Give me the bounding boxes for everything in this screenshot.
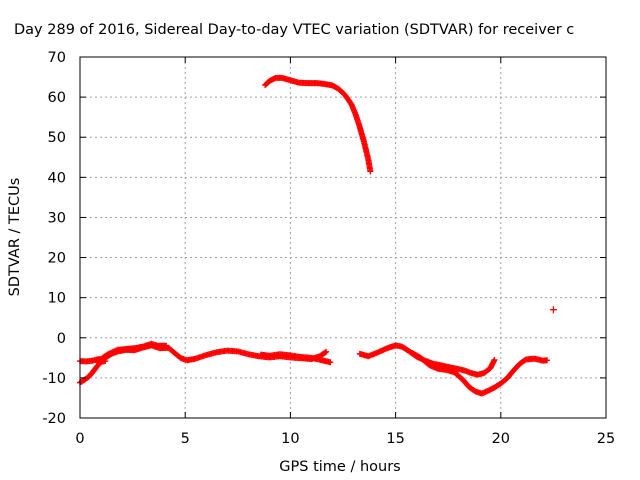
- data-point-low-b: [323, 348, 330, 355]
- x-tick-label: 20: [492, 431, 510, 447]
- x-axis-label: GPS time / hours: [279, 459, 400, 475]
- x-tick-label: 5: [181, 431, 190, 447]
- axis-ticks: [79, 56, 607, 419]
- x-tick-label: 0: [75, 431, 84, 447]
- data-point-low-e: [491, 356, 498, 363]
- y-tick-label: 60: [48, 90, 66, 106]
- y-tick-label: 20: [48, 251, 66, 267]
- data-point-low-d: [327, 359, 334, 366]
- data-point-low-c: [163, 342, 170, 349]
- chart-title: Day 289 of 2016, Sidereal Day-to-day VTE…: [14, 22, 574, 38]
- y-tick-label: 50: [48, 130, 66, 146]
- y-tick-label: 40: [48, 170, 66, 186]
- y-tick-label: -20: [42, 411, 66, 427]
- x-tick-label: 25: [597, 431, 615, 447]
- y-tick-label: 10: [48, 291, 66, 307]
- data-point-low-f: [544, 357, 551, 364]
- data-point-upper-arc: [367, 168, 374, 175]
- y-tick-label: 0: [57, 331, 66, 347]
- y-tick-label: -10: [42, 371, 66, 387]
- y-tick-label: 30: [48, 210, 66, 226]
- plot-frame: [79, 56, 607, 419]
- y-tick-label: 70: [48, 50, 66, 66]
- y-tick-labels: -20 -10 0 10 20 30 40 50 60 70: [42, 50, 66, 427]
- data-point-low-b: [322, 349, 329, 356]
- x-tick-label: 15: [386, 431, 404, 447]
- x-tick-labels: 0 5 10 15 20 25: [75, 431, 615, 447]
- data-marks: [77, 74, 557, 397]
- y-axis-label: SDTVAR / TECUs: [7, 178, 23, 297]
- data-point-isolated: [549, 306, 557, 314]
- x-tick-label: 10: [281, 431, 299, 447]
